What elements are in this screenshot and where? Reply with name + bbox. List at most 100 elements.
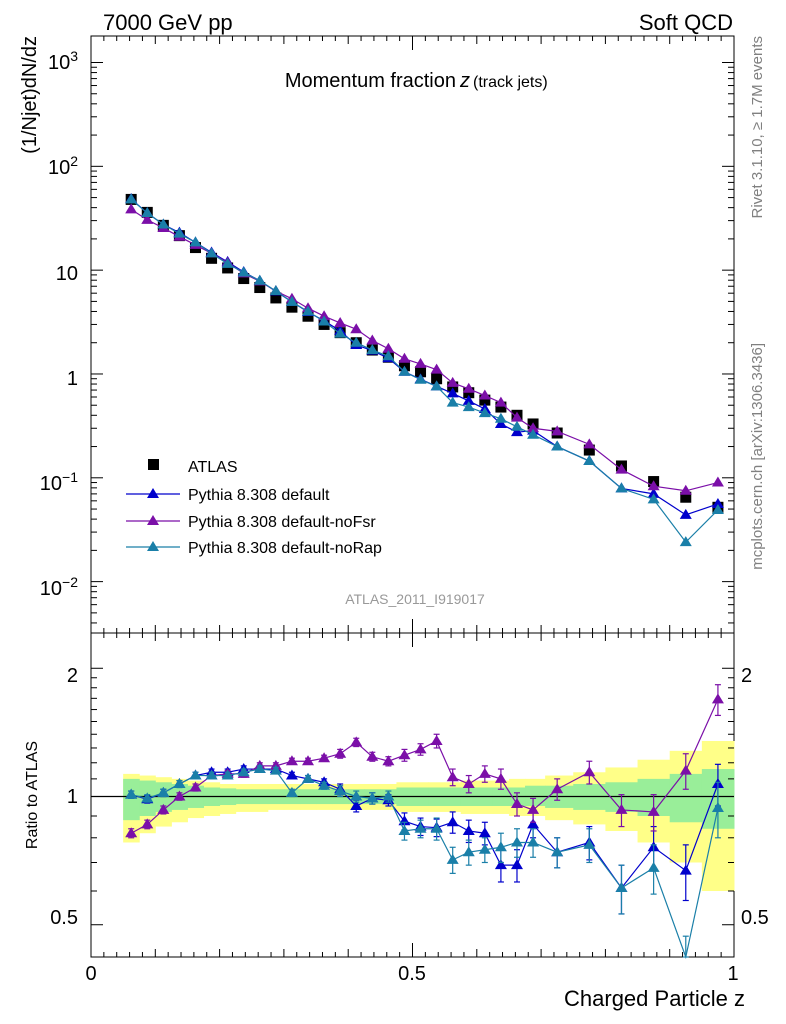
noRap-main-point-4	[189, 236, 202, 247]
noFsr-ratio-point-2	[157, 803, 170, 814]
xtick-label-2: 1	[727, 963, 738, 985]
analysis-id: ATLAS_2011_I919017	[345, 591, 485, 607]
noRap-main-point-20	[446, 396, 459, 407]
noRap-main-point-17	[398, 365, 411, 376]
noFsr-ratio-point-4	[189, 781, 202, 792]
noFsr-main-point-28	[615, 463, 628, 474]
ratio-ticks	[91, 667, 734, 926]
noRap-ratio-point-28	[615, 881, 628, 892]
noFsr-ratio-point-25	[527, 803, 540, 814]
noFsr-ratio-point-11	[302, 755, 315, 766]
band-inner-25	[525, 785, 546, 806]
ratio-ytick-left-2: 2	[67, 665, 78, 687]
header-left: 7000 GeV pp	[103, 10, 233, 35]
ratio-ytick-right-0: 0.5	[741, 907, 769, 929]
noFsr-ratio-point-19	[430, 734, 443, 745]
noRap-main-point-14	[350, 336, 363, 347]
noRap-main-point-12	[318, 315, 331, 326]
noRap-main-point-13	[334, 327, 347, 338]
noRap-main-point-11	[302, 305, 315, 316]
ratio-ytick-right-2: 2	[741, 665, 752, 687]
atlas-point-9	[270, 292, 282, 304]
legend-label-nofsr: Pythia 8.308 default-noFsr	[188, 514, 376, 531]
noFsr-ratio-point-16	[382, 755, 395, 766]
noFsr-main-point-25	[527, 422, 540, 433]
legend-marker-norap	[147, 541, 159, 551]
noFsr-ratio-point-31	[711, 693, 724, 704]
atlas-point-8	[254, 282, 266, 294]
atlas-point-30	[680, 491, 692, 503]
atlas-point-22	[479, 394, 491, 406]
noFsr-ratio-point-24	[510, 798, 523, 809]
noRap-main-point-19	[430, 380, 443, 391]
noFsr-ratio-point-30	[679, 764, 692, 775]
noFsr-ratio-point-27	[583, 766, 596, 777]
noRap-ratio-point-17	[398, 824, 411, 835]
noRap-ratio-point-12	[318, 779, 331, 790]
noFsr-ratio-point-14	[350, 736, 363, 747]
default-ratio-point-14	[350, 799, 363, 810]
noFsr-ratio-point-3	[173, 790, 186, 801]
legend-marker-default	[147, 488, 159, 498]
atlas-point-27	[583, 444, 595, 456]
noRap-ratio-point-4	[189, 769, 202, 780]
main-ticks	[90, 36, 735, 957]
default-ratio-point-24	[510, 859, 523, 870]
noFsr-ratio-point-23	[494, 772, 507, 783]
noFsr-ratio-point-12	[318, 752, 331, 763]
noRap-main-point-16	[382, 350, 395, 361]
noRap-main-point-18	[414, 373, 427, 384]
noRap-main-point-28	[615, 482, 628, 493]
noFsr-ratio-point-21	[462, 777, 475, 788]
noRap-ratio-point-22	[478, 843, 491, 854]
rivet-label: Rivet 3.1.10, ≥ 1.7M events	[749, 36, 766, 219]
atlas-point-6	[222, 262, 234, 274]
noFsr-main-point-27	[583, 438, 596, 449]
noRap-main-point-2	[157, 218, 170, 229]
noRap-ratio-point-7	[237, 766, 250, 777]
noRap-main-point-22	[478, 407, 491, 418]
noFsr-main-line	[130, 208, 719, 492]
noFsr-ratio-point-0	[125, 827, 138, 838]
noFsr-main-point-30	[679, 484, 692, 495]
noRap-ratio-point-18	[414, 822, 427, 833]
default-ratio-point-30	[679, 864, 692, 875]
noRap-ratio-point-2	[157, 786, 170, 797]
noFsr-ratio-point-13	[334, 747, 347, 758]
xtick-label-0: 0	[85, 963, 96, 985]
noRap-main-point-23	[494, 412, 507, 423]
noRap-ratio-point-19	[430, 822, 443, 833]
ratio-series	[125, 684, 724, 960]
noFsr-ratio-point-10	[285, 755, 298, 766]
default-ratio-point-23	[494, 859, 507, 870]
noRap-ratio-point-8	[253, 763, 266, 774]
atlas-point-23	[495, 401, 507, 413]
legend-marker-atlas	[148, 459, 159, 470]
noFsr-ratio-point-1	[141, 818, 154, 829]
noFsr-main-point-21	[462, 382, 475, 393]
noRap-ratio-point-21	[462, 846, 475, 857]
default-main-point-20	[446, 387, 459, 398]
noFsr-main-point-19	[430, 363, 443, 374]
noFsr-ratio-point-22	[478, 767, 491, 778]
ytick-label-4: 102	[48, 153, 78, 179]
noRap-ratio-point-25	[527, 836, 540, 847]
main-title: Momentum fraction	[285, 70, 456, 92]
atlas-point-10	[286, 301, 298, 313]
noFsr-ratio-point-20	[446, 771, 459, 782]
noFsr-main-point-17	[398, 352, 411, 363]
ytick-label-2: 1	[67, 368, 78, 390]
ratio-y-tick-labels: 0.5 1 2 0.5 2	[50, 665, 769, 929]
noFsr-main-point-22	[478, 389, 491, 400]
default-ratio-point-21	[462, 824, 475, 835]
noFsr-ratio-point-17	[398, 749, 411, 760]
noRap-ratio-point-3	[173, 777, 186, 788]
noRap-ratio-point-6	[221, 769, 234, 780]
mcplots-label: mcplots.cern.ch [arXiv:1306.3436]	[749, 343, 766, 570]
header-right: Soft QCD	[639, 10, 733, 35]
default-main-point-31	[711, 497, 724, 508]
atlas-point-20	[447, 381, 459, 393]
legend-label-atlas: ATLAS	[188, 459, 238, 476]
noFsr-main-point-0	[125, 203, 138, 214]
